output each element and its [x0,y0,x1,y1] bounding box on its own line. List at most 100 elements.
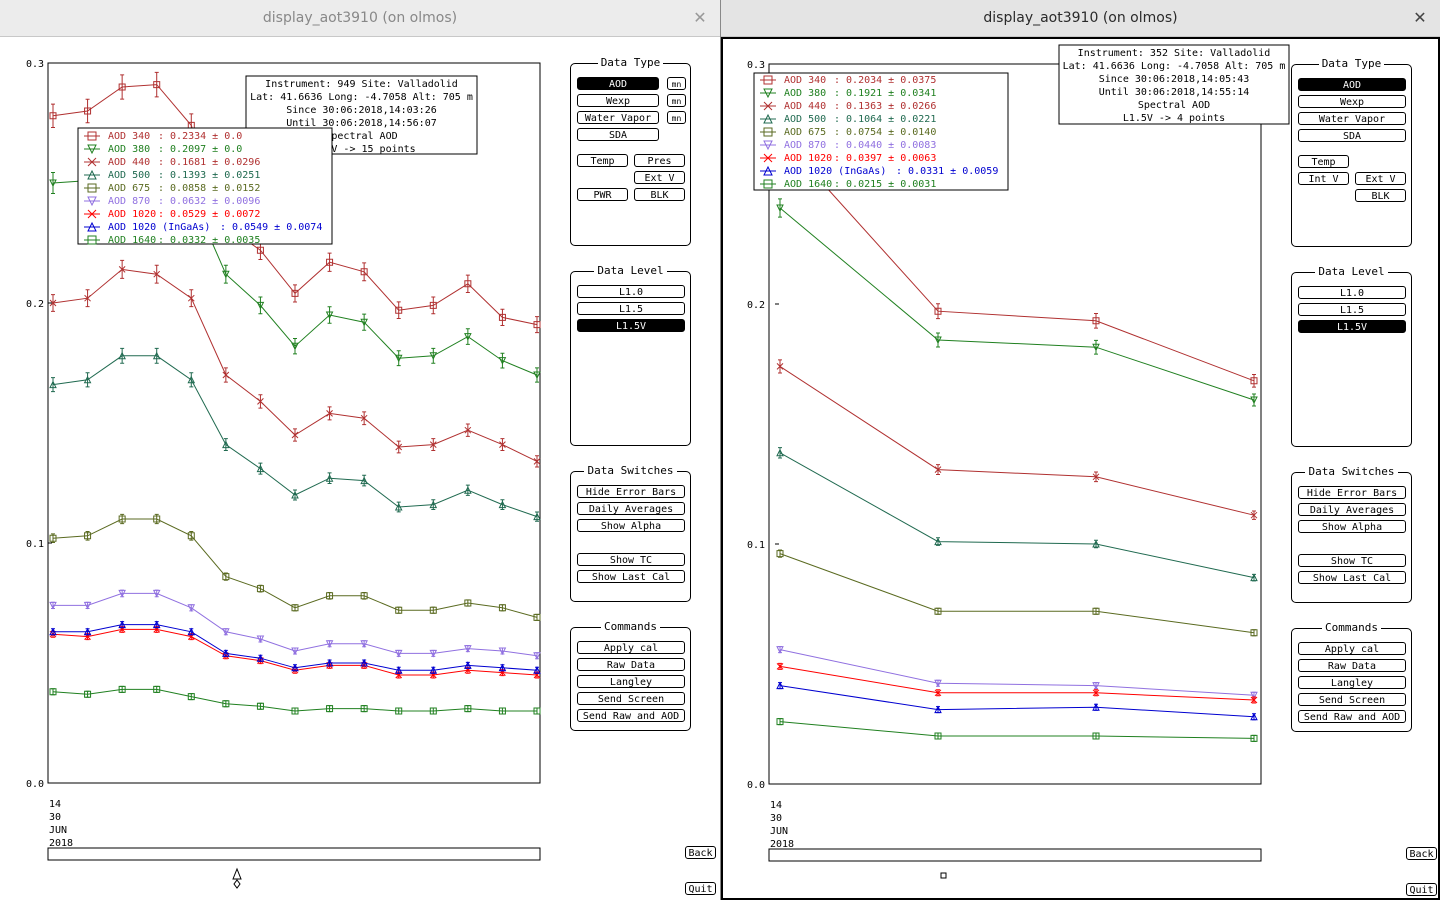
back-button[interactable]: Back [1406,847,1437,860]
data-point [934,607,942,615]
data-point [776,718,784,726]
error-bar [1094,313,1098,329]
sda-button[interactable]: SDA [577,128,659,141]
data-point [395,707,403,715]
data-point [153,270,161,278]
data-point [1092,682,1100,690]
y-tick-label: 0.0 [26,779,44,790]
close-icon[interactable]: ✕ [1413,8,1427,27]
aod-button[interactable]: AOD [577,77,659,90]
water-vapor-button[interactable]: Water Vapor [577,111,659,124]
legend-value: : 0.0632 ± 0.0096 [158,196,260,207]
error-bar [327,306,332,324]
error-bar [51,377,55,393]
pwr-button[interactable]: PWR [577,188,628,201]
level-l15v-button[interactable]: L1.5V [577,319,685,332]
level-l15-button[interactable]: L1.5 [577,302,685,315]
level-l10-button[interactable]: L1.0 [577,285,685,298]
level-l15v-button[interactable]: L1.5V [1298,320,1406,333]
show-tc-button[interactable]: Show TC [577,553,685,566]
data-point [326,592,334,600]
show-last-cal-button[interactable]: Show Last Cal [1298,571,1406,584]
apply-cal-button[interactable]: Apply cal [1298,642,1406,655]
wexp-mn-button[interactable]: mn [667,94,686,107]
window-titlebar[interactable]: display_aot3910 (on olmos) ✕ [0,0,720,37]
series-aod-675 [49,513,541,621]
langley-button[interactable]: Langley [1298,676,1406,689]
int-v-button[interactable]: Int V [1298,172,1349,185]
data-point [360,318,368,327]
aod-button[interactable]: AOD [1298,78,1406,91]
send-screen-button[interactable]: Send Screen [577,692,685,705]
data-point [776,646,784,654]
temp-button[interactable]: Temp [1298,155,1349,168]
y-tick-label: 0.2 [747,300,765,311]
y-tick-label: 0.2 [26,299,44,310]
legend-label: AOD 380 [108,144,150,155]
data-switches-panel: Data Switches Hide Error Bars Daily Aver… [1291,465,1412,603]
series-layer [776,125,1258,742]
data-point [533,613,541,621]
data-type-panel: Data Type AOD Wexp Water Vapor SDA Temp … [1291,57,1412,247]
legend-value: : 0.2097 ± 0.0 [158,144,242,155]
daily-averages-button[interactable]: Daily Averages [577,502,685,515]
data-point [153,515,161,523]
error-bar [154,71,159,98]
error-bar [778,198,782,218]
close-icon[interactable]: ✕ [693,8,707,27]
data-point [360,640,368,648]
error-bar [189,372,194,388]
wexp-button[interactable]: Wexp [577,94,659,107]
series-line [779,553,1255,634]
slider-handle-icon[interactable] [232,867,242,889]
quit-button[interactable]: Quit [1406,883,1437,896]
raw-data-button[interactable]: Raw Data [577,658,685,671]
data-point [464,333,472,341]
legend-value: : 0.1681 ± 0.0296 [158,157,260,168]
show-alpha-button[interactable]: Show Alpha [1298,520,1406,533]
data-point [395,606,403,614]
legend-marker [87,169,97,180]
error-bar [500,352,505,369]
hide-error-bars-button[interactable]: Hide Error Bars [1298,486,1406,499]
data-point [1250,511,1258,519]
send-raw-aod-button[interactable]: Send Raw and AOD [577,709,685,722]
blk-button[interactable]: BLK [1355,189,1406,202]
slider-handle-icon[interactable] [940,872,947,879]
hide-error-bars-button[interactable]: Hide Error Bars [577,485,685,498]
show-alpha-button[interactable]: Show Alpha [577,519,685,532]
wexp-button[interactable]: Wexp [1298,95,1406,108]
level-l10-button[interactable]: L1.0 [1298,286,1406,299]
send-screen-button[interactable]: Send Screen [1298,693,1406,706]
window-titlebar[interactable]: display_aot3910 (on olmos) ✕ [721,0,1440,37]
data-point [498,647,507,656]
back-button[interactable]: Back [685,846,716,859]
blk-button[interactable]: BLK [634,188,685,201]
time-scrollbar[interactable] [47,847,541,861]
level-l15-button[interactable]: L1.5 [1298,303,1406,316]
daily-averages-button[interactable]: Daily Averages [1298,503,1406,516]
temp-button[interactable]: Temp [577,154,628,167]
quit-button[interactable]: Quit [685,882,716,895]
data-point [1092,607,1100,615]
water-vapor-mn-button[interactable]: mn [667,111,686,124]
langley-button[interactable]: Langley [577,675,685,688]
info-box: Instrument: 352 Site: Valladolid Lat: 41… [1058,44,1290,125]
show-tc-button[interactable]: Show TC [1298,554,1406,567]
water-vapor-button[interactable]: Water Vapor [1298,112,1406,125]
raw-data-button[interactable]: Raw Data [1298,659,1406,672]
info-line: Instrument: 352 Site: Valladolid [1078,48,1271,59]
ext-v-button[interactable]: Ext V [634,171,685,184]
send-raw-aod-button[interactable]: Send Raw and AOD [1298,710,1406,723]
apply-cal-button[interactable]: Apply cal [577,641,685,654]
time-scrollbar[interactable] [768,848,1262,862]
data-point [49,179,57,188]
aod-mn-button[interactable]: mn [667,77,686,90]
ext-v-button[interactable]: Ext V [1355,172,1406,185]
data-type-panel: Data Type AOD mn Wexp mn Water Vapor mn … [570,56,691,246]
legend-value: : 0.0215 ± 0.0031 [834,179,936,190]
data-point [498,500,507,509]
sda-button[interactable]: SDA [1298,129,1406,142]
show-last-cal-button[interactable]: Show Last Cal [577,570,685,583]
pres-button[interactable]: Pres [634,154,685,167]
